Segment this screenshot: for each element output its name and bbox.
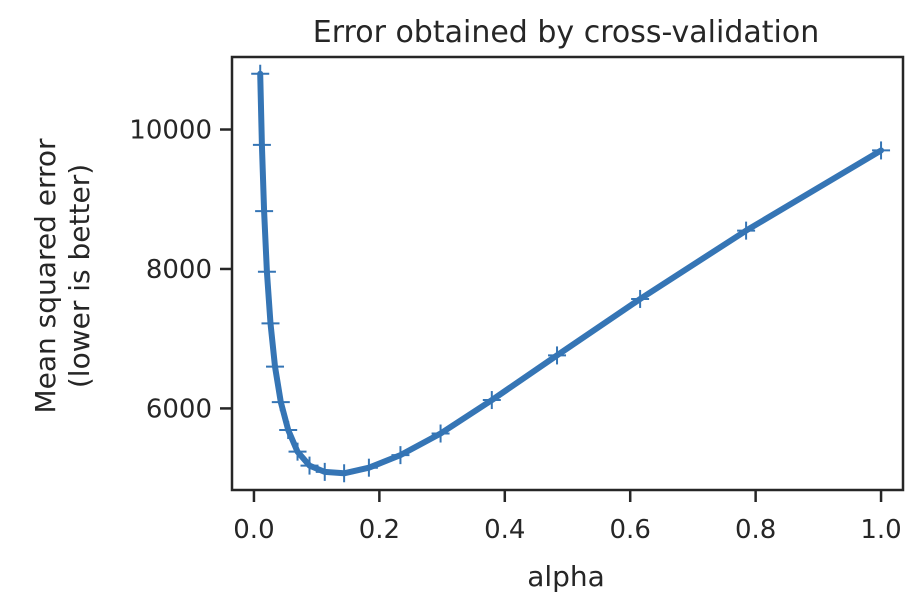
chart-title: Error obtained by cross-validation — [313, 15, 819, 50]
data-point — [252, 135, 271, 154]
data-point — [288, 442, 307, 461]
data-point — [737, 221, 756, 240]
x-tick-label: 1.0 — [860, 515, 901, 545]
data-point — [315, 462, 334, 481]
data-point — [257, 262, 276, 281]
x-tick-label: 0.6 — [610, 515, 651, 545]
data-point — [251, 64, 270, 83]
data-point — [271, 393, 290, 412]
data-point — [391, 446, 410, 465]
y-axis-label-line-2: (lower is better) — [63, 164, 96, 388]
y-tick-label: 8000 — [146, 255, 212, 285]
x-tick-label: 0.0 — [233, 515, 274, 545]
plot-area — [251, 64, 891, 483]
x-tick-label: 0.4 — [484, 515, 525, 545]
y-axis-label: Mean squared error (lower is better) — [29, 138, 96, 414]
data-point — [482, 391, 501, 410]
x-tick-label: 0.2 — [359, 515, 400, 545]
data-point — [631, 289, 650, 308]
data-point — [300, 456, 319, 475]
y-axis-label-line-1: Mean squared error — [29, 138, 62, 414]
x-tick-label: 0.8 — [735, 515, 776, 545]
data-point — [872, 141, 891, 160]
y-tick-label: 10000 — [129, 116, 212, 146]
axes-frame — [230, 55, 905, 492]
data-point — [431, 424, 450, 443]
x-axis-label: alpha — [527, 560, 605, 593]
axis-ticks: 0.0 0.2 0.4 0.6 0.8 1.0 6000 8000 10000 — [129, 55, 905, 545]
y-tick-label: 6000 — [146, 394, 212, 424]
data-point — [255, 202, 274, 221]
data-point — [335, 464, 354, 483]
data-point — [279, 421, 298, 440]
data-point — [266, 357, 285, 376]
data-point — [359, 458, 378, 477]
data-point — [548, 346, 567, 365]
data-point — [261, 314, 280, 333]
